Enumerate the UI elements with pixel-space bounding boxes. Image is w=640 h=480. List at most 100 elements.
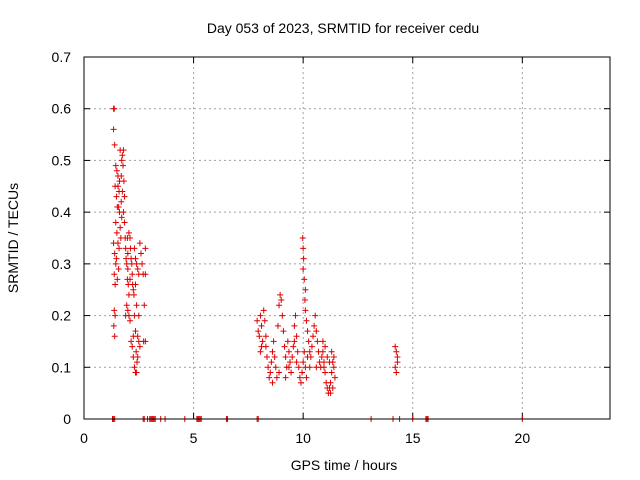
data-point: [327, 379, 334, 386]
data-point: [328, 348, 335, 355]
data-point: [112, 260, 119, 267]
data-point: [124, 235, 131, 241]
data-point: [327, 390, 334, 397]
data-point: [124, 266, 131, 273]
data-point: [134, 359, 141, 366]
data-point: [324, 353, 331, 360]
data-point: [314, 338, 321, 345]
data-point: [136, 343, 143, 350]
y-tick-label: 0.7: [52, 49, 72, 65]
data-point: [268, 359, 275, 366]
data-point: [111, 333, 118, 340]
data-point: [392, 343, 399, 350]
data-point: [294, 348, 301, 355]
data-point: [297, 379, 304, 386]
data-point: [303, 317, 310, 324]
data-point: [111, 141, 118, 148]
data-point: [296, 374, 303, 381]
data-point: [277, 291, 284, 298]
data-point: [330, 353, 337, 360]
data-point: [112, 219, 119, 226]
data-point: [115, 203, 122, 210]
data-point: [111, 105, 118, 112]
data-point: [120, 178, 127, 185]
data-point: [271, 353, 278, 360]
x-tick-label: 5: [190, 430, 198, 446]
data-point: [118, 214, 125, 221]
y-tick-label: 0.4: [52, 204, 72, 220]
data-point: [113, 167, 120, 174]
data-point: [125, 229, 132, 236]
data-point: [110, 126, 117, 133]
data-point: [393, 348, 400, 355]
data-point: [132, 281, 139, 288]
data-point: [280, 328, 287, 335]
data-point: [125, 291, 132, 298]
data-point: [121, 193, 128, 200]
data-point: [133, 302, 140, 309]
data-point: [110, 322, 117, 329]
data-point: [133, 369, 140, 376]
data-point: [123, 302, 130, 309]
data-point: [136, 240, 143, 247]
data-point: [117, 224, 124, 231]
data-point: [299, 369, 306, 376]
data-point: [129, 271, 136, 278]
data-point: [269, 379, 276, 386]
tick-labels: 0 0.1 0.2 0.3 0.4 0.5 0.6 0.7 0 5 10 15 20: [52, 49, 531, 446]
data-point: [134, 266, 141, 273]
data-point: [110, 240, 117, 247]
data-point: [132, 255, 139, 262]
y-tick-label: 0.3: [52, 256, 72, 272]
data-point: [318, 353, 325, 360]
data-point: [301, 297, 308, 304]
data-point: [264, 353, 271, 360]
data-point: [257, 348, 264, 355]
data-point: [135, 312, 142, 319]
data-point: [269, 348, 276, 355]
data-point: [258, 322, 265, 329]
data-point: [127, 317, 134, 324]
data-point: [121, 219, 128, 226]
data-point: [129, 343, 136, 350]
data-point: [255, 328, 262, 335]
data-point: [313, 328, 320, 335]
data-point: [301, 276, 308, 283]
data-point: [300, 255, 307, 262]
data-point: [288, 369, 295, 376]
data-point: [141, 302, 148, 309]
data-point: [133, 260, 140, 267]
data-point: [293, 359, 300, 366]
data-point: [266, 374, 273, 381]
data-point: [120, 162, 127, 169]
data-point: [115, 266, 122, 273]
data-point: [112, 162, 119, 169]
data-point: [300, 359, 307, 366]
y-tick-label: 0: [63, 411, 71, 427]
data-point: [127, 276, 134, 283]
data-point: [311, 322, 318, 329]
x-tick-label: 20: [515, 430, 531, 446]
data-point: [124, 250, 131, 257]
data-point: [134, 353, 141, 360]
data-point: [123, 255, 130, 262]
data-point: [393, 369, 400, 376]
data-point: [259, 338, 266, 345]
data-point: [331, 374, 338, 381]
data-point: [257, 312, 264, 319]
data-point: [142, 245, 149, 252]
data-point: [292, 312, 299, 319]
data-point: [330, 364, 337, 371]
data-point: [282, 374, 289, 381]
data-point: [290, 343, 297, 350]
chart-title: Day 053 of 2023, SRMTID for receiver ced…: [207, 20, 479, 36]
data-point: [125, 312, 132, 319]
data-point: [310, 333, 317, 340]
data-point: [305, 338, 312, 345]
data-point: [267, 369, 274, 376]
data-point: [114, 183, 121, 190]
data-point: [265, 364, 272, 371]
data-point: [112, 312, 119, 319]
data-point: [300, 245, 307, 252]
data-point: [273, 374, 280, 381]
